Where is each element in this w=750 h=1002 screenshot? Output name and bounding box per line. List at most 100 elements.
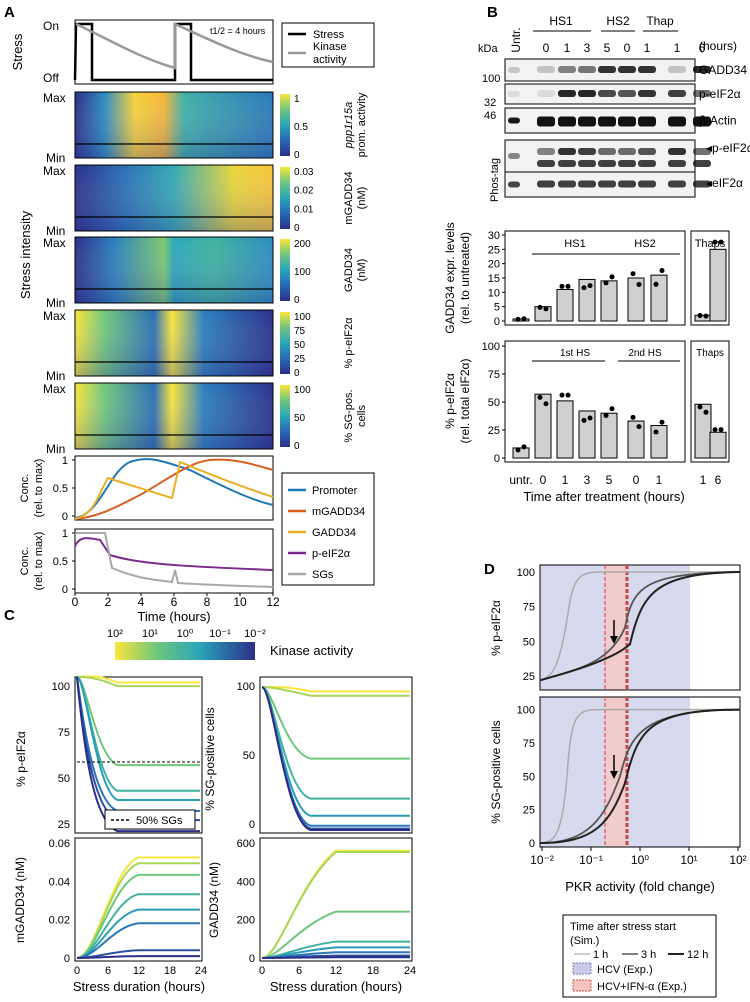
b-xcat-7: 1 — [700, 473, 707, 487]
marker-46: 46 — [484, 110, 496, 122]
c-xtick-right-4: 24 — [404, 965, 416, 977]
heatmap-label1-1: mGADD34 — [343, 171, 355, 224]
bar1-dot-a-2 — [559, 283, 565, 289]
c-ytick-peif-0: 100 — [52, 681, 70, 693]
bar1-dot-b-8 — [718, 239, 724, 245]
bar2-group-0: 1st HS — [560, 348, 590, 359]
d-axes-top — [539, 564, 741, 691]
bar2-dot-b-1 — [543, 401, 549, 407]
b-xcat-8: 6 — [715, 473, 722, 487]
c-mgadd-curve-5 — [76, 922, 200, 959]
heatmap-tick-1-1: 0.02 — [294, 186, 314, 197]
b-xcat-2: 1 — [562, 473, 569, 487]
c-peif-curve-7 — [76, 676, 200, 833]
group-thap: Thap — [646, 14, 674, 28]
bar2-ytick-2: 50 — [488, 397, 500, 409]
d-ytick1-3: 25 — [523, 671, 535, 683]
d-ylabel2: % SG-positive cells — [489, 720, 503, 823]
heatmap-min-1: Min — [46, 224, 65, 238]
conc-legend-2: GADD34 — [312, 527, 356, 539]
blot-band-label-1: p-eIF2α — [699, 87, 741, 101]
conc-legend-1: mGADD34 — [312, 506, 365, 518]
d-legend-hcv: HCV (Exp.) — [597, 964, 653, 976]
d-ytick1-0: 100 — [517, 567, 535, 579]
heatmap-label2-0: prom. activity — [356, 92, 368, 157]
heatmap-tick-3-0: 100 — [294, 312, 311, 323]
colorbar-tick-2: 10⁰ — [177, 628, 194, 640]
bar1-ylabel1: GADD34 expr. levels — [443, 222, 457, 333]
heatmap-frame-2 — [74, 236, 274, 304]
stress-on-label: On — [43, 19, 59, 33]
bar1-dot-b-1 — [543, 306, 549, 312]
colorbar-tick-1: 10¹ — [142, 628, 158, 640]
heatmap-label2-2: (nM) — [356, 259, 368, 282]
panel-a: Stress On Off t1/2 = 4 hours Stress Kina… — [10, 19, 375, 624]
c-ytick-peif-2: 50 — [58, 773, 70, 785]
bar1-dot-a-1 — [537, 304, 543, 310]
heatmap-max-3: Max — [43, 309, 66, 323]
d-ylabel1: % p-eIF2α — [489, 600, 503, 656]
bar1-dot-b-0 — [521, 316, 527, 322]
a-xtick-1: 2 — [105, 595, 112, 609]
kinase-colorbar — [115, 642, 255, 660]
marker-100: 100 — [482, 73, 500, 85]
conc-label-2b: (rel. to max) — [33, 532, 45, 591]
line-promoter — [74, 458, 274, 519]
heatmap-tick-0-1: 0.5 — [294, 122, 308, 133]
d-legend-3h: 3 h — [641, 949, 656, 961]
c-peif-curve-4 — [76, 676, 200, 801]
bar2-dot-b-5 — [636, 424, 642, 430]
conc-ytick-1-1: 0.5 — [53, 556, 68, 568]
bar1-bar-1 — [534, 306, 552, 322]
bar1-group-2: Thaps — [695, 238, 726, 250]
heatmap-colorbar-2 — [280, 239, 290, 301]
d-xtick-2: 10⁰ — [631, 853, 649, 867]
c-ytick-gadd-0: 600 — [237, 838, 255, 850]
heatmap-min-4: Min — [46, 442, 65, 456]
c-sg-curve-7 — [261, 686, 410, 831]
panel-d-label: D — [484, 561, 495, 578]
bar2-dot-a-6 — [653, 429, 659, 435]
a-xtick-6: 12 — [266, 595, 280, 609]
heatmap-colorbar-3 — [280, 312, 290, 374]
bar1-dot-a-3 — [581, 285, 587, 291]
stress-trace — [73, 22, 273, 82]
c-gadd-curve-7 — [261, 956, 410, 959]
blot-band-label-2: β-Actin — [699, 114, 737, 128]
bar1-dot-b-7 — [703, 313, 709, 319]
bar1: 30 25 20 15 10 5 0 HS1 HS2 Thaps — [488, 230, 727, 328]
western-blots: GADD34 p-eIF2α β-Actin ◂p-eIF2α ◂eIF2α — [504, 58, 750, 198]
bar1-ytick-4: 10 — [488, 287, 500, 299]
legend-stress: Stress — [313, 29, 345, 41]
heatmap-label2-1: (nM) — [356, 187, 368, 210]
dashed-legend-label: 50% SGs — [136, 815, 183, 827]
stress-intensity-label: Stress intensity — [18, 210, 33, 299]
kinase-trace — [75, 22, 274, 70]
conc-ytick-1-2: 0 — [62, 584, 68, 596]
panel-c: 10² 10¹ 10⁰ 10⁻¹ 10⁻² Kinase activity % p-eI… — [13, 628, 416, 994]
group-hs2: HS2 — [606, 14, 630, 28]
heatmap-tick-4-1: 50 — [294, 413, 306, 424]
phostag-label: Phos-tag — [489, 158, 501, 202]
bar2-dot-a-8 — [712, 427, 718, 433]
a-xticks: 0 2 4 6 8 10 12 — [72, 593, 280, 609]
d-ytick1-1: 75 — [523, 602, 535, 614]
half-life-label: t1/2 = 4 hours — [210, 26, 266, 36]
b-xcat-6: 1 — [656, 473, 663, 487]
a-xtick-2: 4 — [138, 595, 145, 609]
c-axes-mgadd — [74, 837, 203, 962]
heatmap-colorbar-1 — [280, 167, 290, 229]
colorbar-tick-3: 10⁻¹ — [209, 628, 231, 640]
blot-band-label-3: ◂p-eIF2α — [706, 141, 750, 155]
b-xcats: untr. 0 1 3 5 0 1 1 6 — [509, 473, 721, 487]
colorbar-label: Kinase activity — [270, 643, 354, 658]
bar2-ylabel2: (rel. total eIF2α) — [458, 359, 472, 444]
d-curve-1h-top — [539, 571, 740, 682]
d-legend-12h: 12 h — [687, 949, 708, 961]
heatmap-max-2: Max — [43, 236, 66, 250]
bar1-bar-2 — [556, 288, 574, 322]
heatmap-tick-2-0: 200 — [294, 239, 311, 250]
d-xtick-3: 10¹ — [680, 853, 697, 867]
d-xtick-1: 10⁻¹ — [579, 853, 603, 867]
